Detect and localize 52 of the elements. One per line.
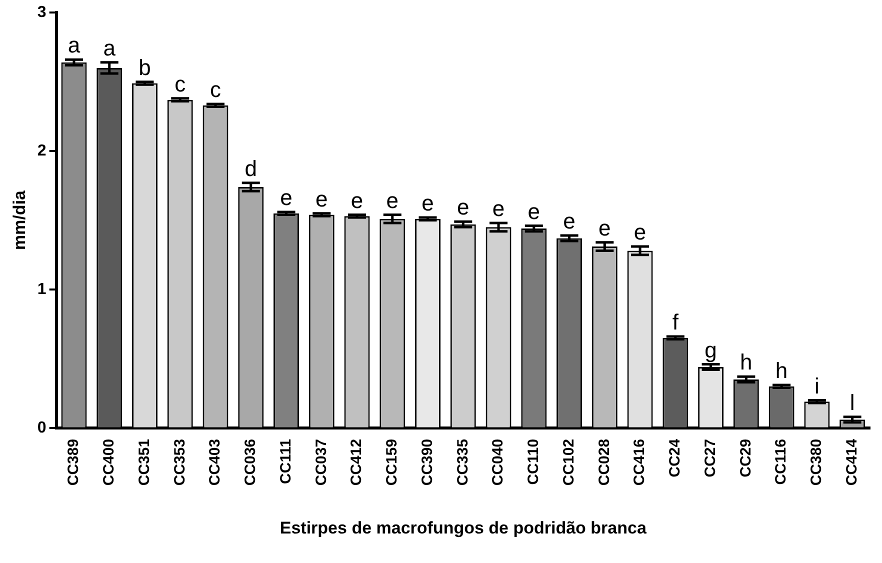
x-tick-label: CC102 [560,438,578,486]
x-tick-label: CC24 [666,438,684,478]
x-tick-label: CC380 [808,438,826,486]
x-tick-label: CC390 [418,438,436,486]
annotation: f [672,310,680,335]
x-tick-label: CC335 [454,438,472,486]
annotation: e [350,188,364,213]
x-tick-label: CC111 [277,438,294,484]
x-tick-label: CC036 [242,438,260,486]
annotation: a [103,36,116,60]
x-tick-label: CC416 [631,438,648,486]
annotation: a [68,32,81,58]
x-tick-label: CC27 [702,438,719,478]
annotation: i [814,373,820,398]
y-axis-title: mm/dia [10,190,29,250]
y-tick-label: 3 [37,4,46,22]
annotation: c [174,71,186,96]
x-tick-label: CC414 [843,438,860,486]
annotation: h [775,358,788,384]
annotation: l [850,390,855,415]
x-tick-label: CC412 [348,438,366,486]
annotation: d [244,156,258,181]
x-tick-label: CC037 [312,438,330,486]
annotation: e [528,198,540,224]
x-tick-label: CC351 [136,438,153,486]
y-tick-label: 0 [37,419,46,436]
x-tick-label: CC389 [65,438,82,486]
annotation: e [457,194,470,220]
x-tick-label: CC040 [490,438,507,486]
x-tick-label: CC353 [171,438,188,486]
x-axis-title: Estirpes de macrofungos de podridão branca [280,518,647,538]
annotation: e [598,215,611,240]
x-tick-label: CC116 [772,438,790,485]
x-tick-label: CC29 [737,438,754,478]
x-tick-label: CC028 [596,438,613,486]
annotation: e [422,190,434,216]
x-tick-label: CC403 [206,438,224,486]
annotation: e [634,220,646,245]
annotation: h [740,350,752,375]
annotation: e [492,196,505,222]
annotation: e [316,186,328,212]
annotation: e [280,185,292,210]
annotation: e [386,188,399,213]
y-tick-label: 2 [37,142,46,160]
annotation: e [563,208,576,234]
y-tick-label: 1 [37,280,46,298]
x-tick-label: CC400 [100,438,118,486]
annotation: b [138,54,151,80]
x-tick-label: CC110 [525,438,542,485]
x-tick-label: CC159 [384,438,401,486]
annotation: g [704,337,717,362]
annotation: c [210,77,221,102]
